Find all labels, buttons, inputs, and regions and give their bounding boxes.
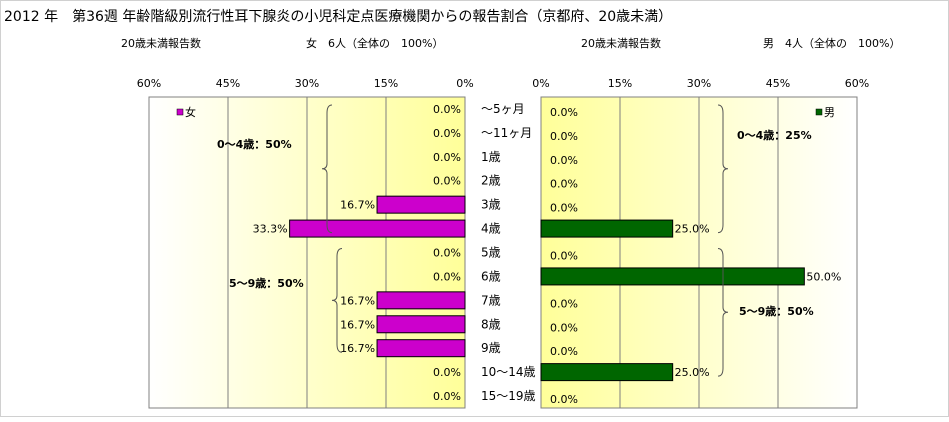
male-x-tick-label: 15% (608, 77, 632, 90)
male-data-label: 0.0% (550, 178, 578, 191)
female-data-label: 0.0% (433, 390, 461, 403)
female-data-label: 0.0% (433, 127, 461, 140)
female-x-tick-label: 30% (295, 77, 319, 90)
female-data-label: 0.0% (433, 175, 461, 188)
chart-title: 2012 年 第36週 年齢階級別流行性耳下腺炎の小児科定点医療機関からの報告割… (4, 8, 672, 25)
male-data-label: 25.0% (675, 366, 710, 379)
category-label: 9歳 (481, 341, 501, 355)
male-data-label: 0.0% (550, 130, 578, 143)
female-x-tick-label: 60% (137, 77, 161, 90)
category-label: 5歳 (481, 246, 501, 260)
male-legend-swatch (815, 108, 823, 116)
male-bar (540, 267, 805, 286)
male-data-label: 0.0% (550, 345, 578, 358)
male-x-tick-label: 60% (845, 77, 869, 90)
female-data-label: 16.7% (340, 199, 375, 212)
category-label: 4歳 (481, 222, 501, 236)
category-label: 1歳 (481, 150, 501, 164)
male-bar (540, 363, 674, 382)
male-age-0-4-annotation: 0～4歳：25% (737, 128, 812, 142)
female-data-label: 16.7% (340, 318, 375, 331)
female-bar (376, 315, 466, 334)
category-label: 6歳 (481, 269, 501, 283)
category-label: 2歳 (481, 174, 501, 188)
male-data-label: 0.0% (550, 106, 578, 119)
male-bar (540, 219, 674, 238)
male-count-caption: 20歳未満報告数 (581, 37, 661, 50)
category-label: 7歳 (481, 293, 501, 307)
female-age-0-4-brace (321, 104, 333, 234)
female-bar (376, 195, 466, 214)
male-x-tick-label: 45% (766, 77, 790, 90)
category-label: 3歳 (481, 198, 501, 212)
female-data-label: 16.7% (340, 294, 375, 307)
category-label: 15～19歳 (481, 389, 536, 403)
male-age-0-4-brace (717, 104, 729, 234)
female-x-tick-label: 45% (216, 77, 240, 90)
male-age-5-9-brace (717, 248, 729, 377)
female-data-label: 0.0% (433, 151, 461, 164)
female-legend-label: 女 (185, 105, 196, 119)
category-label: ～11ヶ月 (481, 126, 532, 140)
female-legend-swatch (176, 108, 184, 116)
female-count-value: 女 6人（全体の 100%） (306, 36, 443, 50)
male-data-label: 0.0% (550, 202, 578, 215)
female-x-tick-label: 15% (374, 77, 398, 90)
female-age-0-4-annotation: 0～4歳：50% (217, 137, 292, 151)
female-data-label: 0.0% (433, 366, 461, 379)
male-data-label: 0.0% (550, 250, 578, 263)
category-label: 8歳 (481, 317, 501, 331)
female-x-tick-label: 0% (456, 77, 473, 90)
category-label: ～5ヶ月 (481, 102, 525, 116)
female-data-label: 0.0% (433, 270, 461, 283)
female-data-label: 0.0% (433, 103, 461, 116)
chart-marks: 0% 15% 30% 45% 60% 0% 15% 30% 45% 60% 0.0% 0.0% 0.0%… (137, 77, 869, 409)
male-count-value: 男 4人（全体の 100%） (763, 36, 900, 50)
female-bar (289, 219, 466, 238)
male-data-label: 0.0% (550, 297, 578, 310)
female-data-label: 16.7% (340, 342, 375, 355)
female-count-caption: 20歳未満報告数 (121, 37, 201, 50)
male-data-label: 0.0% (550, 154, 578, 167)
female-data-label: 33.3% (253, 223, 288, 236)
male-age-5-9-annotation: 5～9歳：50% (739, 304, 814, 318)
male-legend-label: 男 (824, 106, 835, 119)
male-data-label: 50.0% (806, 270, 841, 283)
male-data-label: 0.0% (550, 321, 578, 334)
male-data-label: 0.0% (550, 393, 578, 406)
female-age-5-9-annotation: 5～9歳：50% (229, 276, 304, 290)
female-age-5-9-brace (331, 248, 343, 353)
female-data-label: 0.0% (433, 247, 461, 260)
category-label: 10～14歳 (481, 365, 536, 379)
male-data-label: 25.0% (675, 223, 710, 236)
female-bar (376, 339, 466, 358)
male-x-tick-label: 30% (687, 77, 711, 90)
female-bar (376, 291, 466, 310)
male-x-tick-label: 0% (532, 77, 549, 90)
